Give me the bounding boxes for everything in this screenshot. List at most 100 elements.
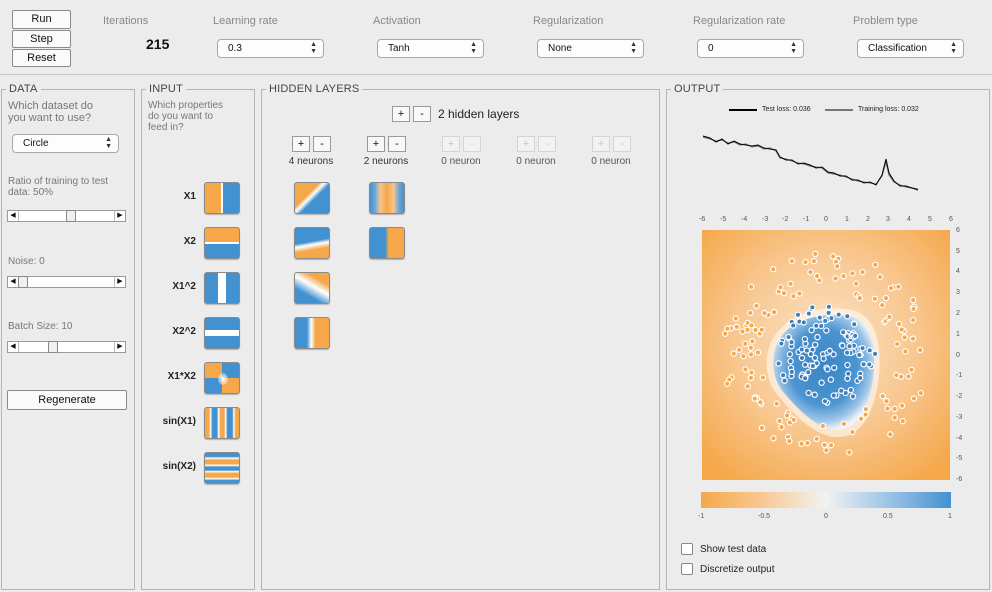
neuron-2-2[interactable] [369, 227, 405, 259]
remove-neuron-button-layer5[interactable]: - [613, 136, 631, 152]
batch-size-slider-thumb[interactable] [47, 341, 58, 353]
y-tick: 4 [956, 268, 960, 275]
data-point [859, 268, 866, 276]
regularization-label: Regularization [533, 15, 604, 27]
feature-sin-x1[interactable] [204, 407, 240, 439]
data-point [812, 250, 819, 258]
data-point [902, 348, 909, 355]
regularization-rate-select[interactable]: 0 ▲ ▼ [697, 39, 804, 58]
data-point [831, 364, 838, 371]
data-point [739, 328, 746, 335]
output-panel: OUTPUT [666, 83, 990, 590]
data-point [849, 270, 856, 277]
colorbar-tick: 0 [824, 513, 828, 520]
data-point [742, 340, 749, 347]
step-button[interactable]: Step [12, 30, 71, 48]
data-point [778, 340, 785, 347]
data-point [811, 341, 819, 348]
data-point [835, 311, 842, 318]
feature-x2-squared[interactable] [204, 317, 240, 349]
data-point [857, 374, 864, 382]
feature-x1[interactable] [204, 182, 240, 214]
feature-x1-squared[interactable] [204, 272, 240, 304]
feature-sin-x2[interactable] [204, 452, 240, 484]
data-point [757, 398, 764, 406]
data-point [732, 315, 739, 322]
data-point [851, 332, 859, 340]
training-loss-line [702, 136, 919, 190]
feature-x1-times-x2[interactable] [204, 362, 240, 394]
run-button[interactable]: Run [12, 10, 71, 29]
regularization-select[interactable]: None ▲ ▼ [537, 39, 644, 58]
remove-neuron-button-layer3[interactable]: - [463, 136, 481, 152]
data-point [805, 369, 812, 376]
neuron-1-4[interactable] [294, 317, 330, 349]
discretize-output-label[interactable]: Discretize output [700, 564, 775, 575]
test-loss-legend-swatch [729, 109, 757, 111]
regularization-rate-value: 0 [708, 43, 714, 54]
x-tick: 0 [824, 216, 828, 223]
add-neuron-button-layer2[interactable]: + [367, 136, 385, 152]
data-point [828, 314, 835, 322]
data-point [807, 268, 814, 276]
data-panel-title: DATA [6, 83, 41, 95]
neuron-count-layer5: 0 neuron [591, 156, 631, 167]
feature-x2[interactable] [204, 227, 240, 259]
slider-left-arrow-icon[interactable]: ◀ [8, 211, 19, 221]
slider-right-arrow-icon[interactable]: ▶ [114, 211, 125, 221]
remove-layer-button[interactable]: - [413, 106, 431, 122]
noise-slider-thumb[interactable] [18, 276, 28, 288]
show-test-data-label[interactable]: Show test data [700, 544, 767, 555]
add-layer-button[interactable]: + [392, 106, 410, 122]
data-point [862, 405, 870, 413]
batch-size-slider[interactable]: ◀ ▶ [7, 341, 126, 353]
ratio-slider-thumb[interactable] [66, 210, 76, 222]
slider-right-arrow-icon[interactable]: ▶ [114, 342, 125, 352]
neuron-1-2[interactable] [294, 227, 330, 259]
data-point [838, 387, 845, 394]
data-point [786, 351, 794, 358]
noise-slider[interactable]: ◀ ▶ [7, 276, 126, 288]
neuron-2-1[interactable] [369, 182, 405, 214]
neuron-1-1[interactable] [294, 182, 330, 214]
remove-neuron-button-layer4[interactable]: - [538, 136, 556, 152]
data-point [794, 311, 802, 318]
slider-left-arrow-icon[interactable]: ◀ [8, 342, 19, 352]
problem-type-label: Problem type [853, 15, 918, 27]
data-point [744, 383, 751, 390]
data-point [847, 386, 855, 394]
data-point [893, 340, 901, 348]
add-neuron-button-layer5[interactable]: + [592, 136, 610, 152]
regenerate-button[interactable]: Regenerate [7, 390, 127, 410]
data-point [789, 322, 797, 329]
feature-label-x1-squared: X1^2 [172, 281, 196, 292]
slider-right-arrow-icon[interactable]: ▶ [114, 277, 125, 287]
activation-select[interactable]: Tanh ▲ ▼ [377, 39, 484, 58]
data-point [798, 354, 806, 362]
add-neuron-button-layer1[interactable]: + [292, 136, 310, 152]
data-point [846, 449, 853, 456]
data-point [860, 361, 867, 368]
remove-neuron-button-layer2[interactable]: - [388, 136, 406, 152]
data-point [807, 350, 815, 358]
remove-neuron-button-layer1[interactable]: - [313, 136, 331, 152]
neuron-1-3[interactable] [294, 272, 330, 304]
learning-rate-select[interactable]: 0.3 ▲ ▼ [217, 39, 324, 58]
data-point [887, 431, 894, 438]
show-test-data-checkbox[interactable] [681, 543, 693, 555]
data-point [825, 309, 832, 317]
ratio-slider[interactable]: ◀ ▶ [7, 210, 126, 222]
training-loss-label: Training loss: 0.032 [858, 106, 919, 113]
data-point [843, 349, 851, 356]
data-point [724, 325, 731, 332]
dataset-question: Which dataset do you want to use? [8, 100, 93, 124]
color-scale-bar [701, 492, 951, 508]
data-point [752, 326, 759, 334]
dataset-select[interactable]: Circle ▲ ▼ [12, 134, 119, 153]
y-tick: 6 [956, 227, 960, 234]
problem-type-select[interactable]: Classification ▲ ▼ [857, 39, 964, 58]
add-neuron-button-layer3[interactable]: + [442, 136, 460, 152]
reset-button[interactable]: Reset [12, 49, 71, 67]
add-neuron-button-layer4[interactable]: + [517, 136, 535, 152]
discretize-output-checkbox[interactable] [681, 563, 693, 575]
